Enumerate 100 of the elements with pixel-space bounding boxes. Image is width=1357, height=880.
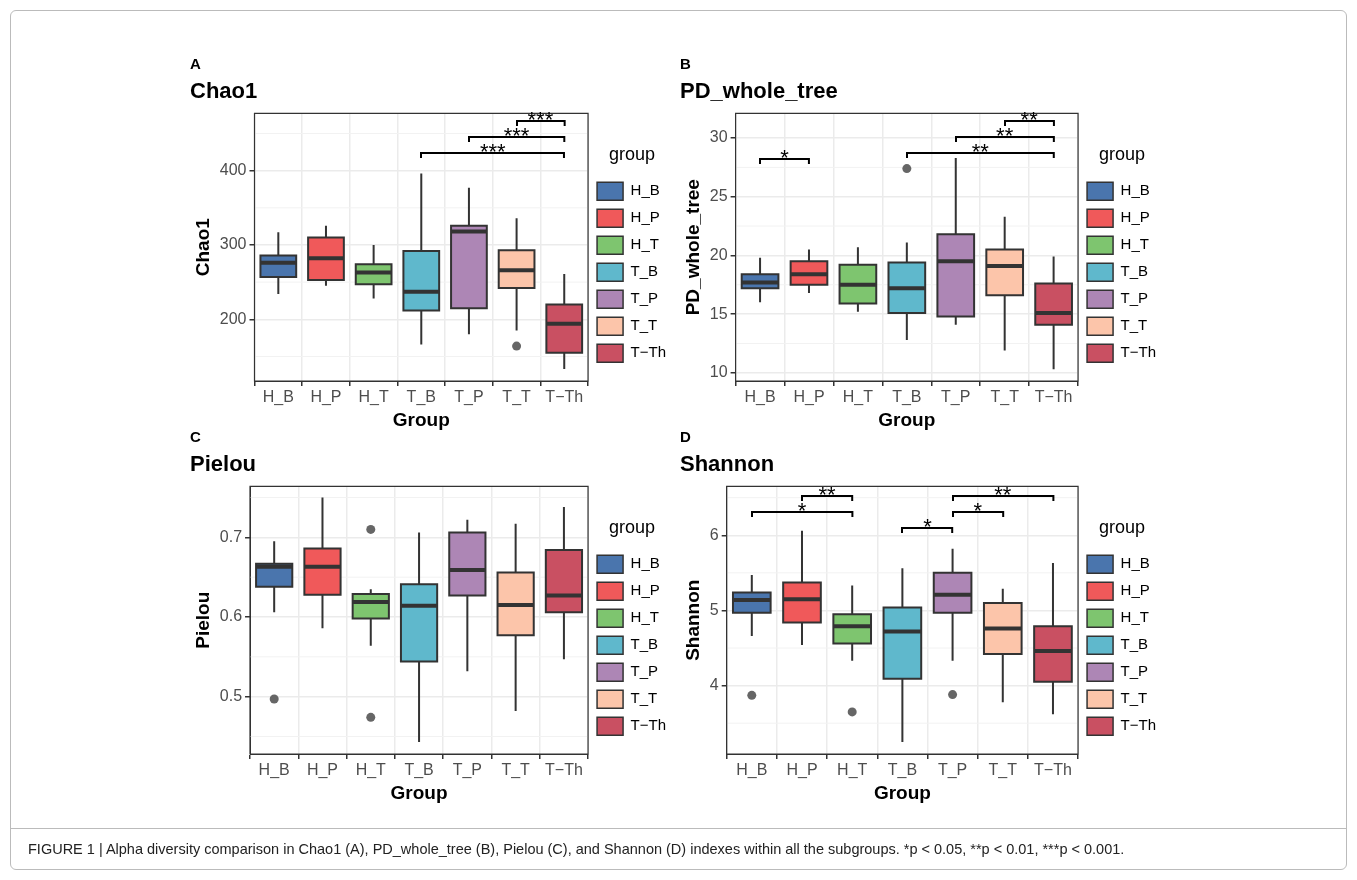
text: C	[190, 428, 201, 445]
x-tick-label: T_B	[892, 388, 922, 407]
x-tick-label: H_P	[306, 761, 339, 780]
legend-label: T−Th	[630, 343, 667, 361]
x-axis-title: Group	[878, 408, 936, 430]
x-tick-label: T_B	[404, 761, 434, 780]
legend-label: H_B	[1120, 554, 1150, 572]
x-tick-label: T−Th	[1034, 388, 1073, 406]
annotation: **	[994, 482, 1012, 508]
legend-label: H_T	[1120, 608, 1149, 626]
legend-label: T_P	[1120, 289, 1149, 307]
x-tick-label: H_P	[793, 388, 825, 407]
legend-label: T_T	[1120, 689, 1148, 707]
x-tick-label: T_P	[937, 761, 968, 780]
y-tick-label: 6	[709, 525, 719, 543]
legend-label: T_P	[630, 289, 659, 307]
y-axis-title: Chao1	[191, 217, 213, 277]
legend-label: T_B	[1120, 635, 1149, 653]
text: D	[680, 428, 691, 445]
legend-label: H_P	[630, 208, 660, 226]
y-axis-title: Pielou	[191, 591, 213, 649]
x-tick-label: H_B	[258, 761, 290, 780]
x-axis-title: Group	[390, 781, 448, 803]
x-tick-label: H_B	[744, 388, 776, 407]
caption: FIGURE 1 | Alpha diversity comparison in Chao1 (A), PD_whole_tree (B), Pielou (C), and Shannon (D) indexes within all the subgroups. *p < 0.05, **p < 0.01, ***p < 0.001.	[28, 840, 1126, 859]
y-tick-label: 30	[709, 128, 728, 146]
legend-label: H_B	[1120, 181, 1150, 199]
y-tick-label: 0.5	[219, 687, 243, 705]
legend-label: T_B	[630, 262, 659, 280]
annotation: **	[971, 139, 989, 165]
y-axis-title: Shannon	[681, 579, 703, 661]
legend-title: group	[1099, 143, 1146, 164]
annotation: *	[797, 498, 807, 524]
legend-label: T_T	[630, 689, 658, 707]
x-tick-label: H_T	[355, 761, 387, 780]
x-tick-label: T_P	[454, 388, 484, 407]
legend-label: T−Th	[630, 716, 667, 734]
x-tick-label: T−Th	[545, 761, 583, 779]
legend-title: group	[609, 516, 656, 537]
annotation: **	[1020, 107, 1038, 133]
y-tick-label: 400	[219, 161, 247, 179]
y-tick-label: 10	[709, 363, 728, 381]
x-tick-label: H_B	[736, 761, 768, 780]
legend-label: T−Th	[1120, 716, 1157, 734]
chart-title: PD_whole_tree	[680, 78, 838, 104]
legend-label: T−Th	[1120, 343, 1157, 361]
x-tick-label: H_B	[262, 388, 294, 407]
legend-label: T_B	[1120, 262, 1149, 280]
legend-label: H_T	[630, 235, 659, 253]
legend-label: T_T	[1120, 316, 1148, 334]
x-tick-label: H_T	[358, 388, 389, 407]
x-axis-title: Group	[392, 408, 450, 430]
legend-label: H_T	[630, 608, 659, 626]
annotation: *	[923, 514, 932, 540]
x-tick-label: T_P	[452, 761, 483, 780]
x-tick-label: T_T	[990, 388, 1020, 407]
y-tick-label: 0.7	[219, 527, 243, 545]
legend-title: group	[609, 143, 656, 164]
text: B	[680, 55, 691, 72]
y-tick-label: 4	[709, 676, 719, 693]
annotation: *	[780, 145, 789, 171]
x-tick-label: T_T	[502, 388, 532, 407]
x-tick-label: H_T	[842, 388, 874, 407]
x-tick-label: T−Th	[545, 388, 584, 406]
chart-title: Chao1	[190, 78, 258, 104]
x-tick-label: T_T	[501, 761, 531, 780]
annotation: *	[973, 498, 982, 524]
annotation: **	[818, 482, 836, 508]
annotation: ***	[479, 139, 506, 165]
legend-label: H_P	[1120, 581, 1150, 599]
x-tick-label: T_T	[988, 761, 1018, 780]
legend-label: H_P	[1120, 208, 1150, 226]
y-tick-label: 25	[709, 187, 728, 205]
y-tick-label: 300	[219, 235, 247, 253]
y-axis-title: PD_whole_tree	[681, 179, 703, 316]
y-tick-label: 5	[709, 600, 719, 618]
x-tick-label: T−Th	[1034, 761, 1072, 779]
legend-label: T_B	[630, 635, 659, 653]
legend-label: H_B	[630, 181, 660, 199]
x-tick-label: T_B	[887, 761, 918, 780]
legend-title: group	[1099, 516, 1146, 537]
legend-label: H_B	[630, 554, 660, 572]
chart-title: Shannon	[680, 451, 775, 477]
legend-label: T_P	[630, 662, 659, 680]
x-tick-label: T_P	[941, 388, 971, 407]
x-tick-label: H_P	[786, 761, 818, 780]
legend-label: T_T	[630, 316, 658, 334]
y-tick-label: 20	[709, 245, 728, 263]
x-tick-label: H_T	[837, 761, 868, 780]
legend-label: H_T	[1120, 235, 1149, 253]
x-tick-label: H_P	[310, 388, 342, 407]
y-tick-label: 200	[219, 309, 247, 327]
x-axis-title: Group	[873, 781, 931, 803]
y-tick-label: 0.6	[219, 607, 243, 625]
chart-title: Pielou	[190, 451, 257, 477]
annotation: **	[996, 123, 1014, 149]
x-tick-label: T_B	[406, 388, 436, 407]
text: A	[190, 55, 201, 72]
legend-label: T_P	[1120, 662, 1149, 680]
legend-label: H_P	[630, 581, 660, 599]
